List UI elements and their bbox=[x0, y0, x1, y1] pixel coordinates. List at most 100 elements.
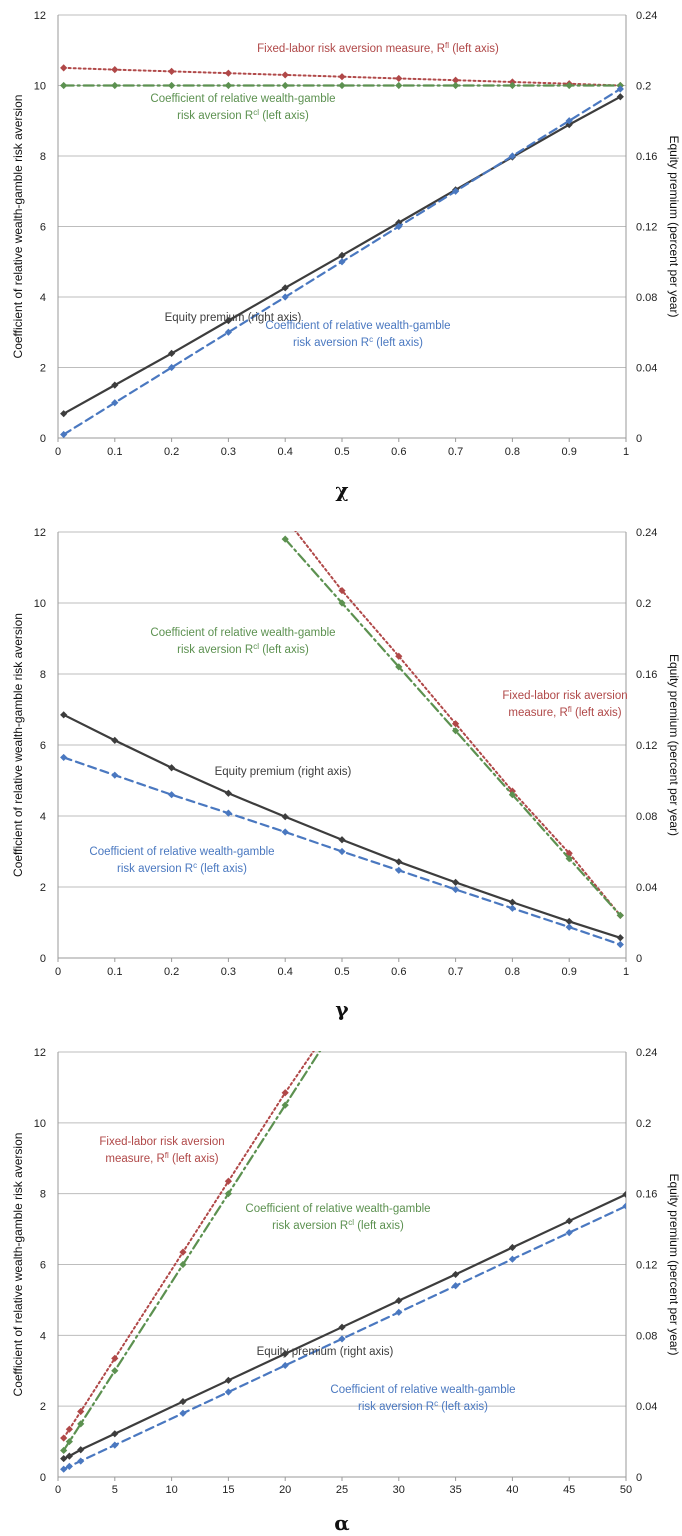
data-point-rfl bbox=[395, 74, 403, 83]
data-point-rfl bbox=[179, 1248, 187, 1256]
y2-tick-label: 0.16 bbox=[636, 151, 657, 163]
y2-tick-label: 0.04 bbox=[636, 882, 657, 894]
data-point-rfl bbox=[282, 514, 289, 521]
y-tick-label: 12 bbox=[34, 10, 46, 22]
data-point-equity bbox=[338, 836, 346, 844]
data-point-rcl bbox=[111, 1367, 119, 1375]
data-point-rcl bbox=[65, 1437, 73, 1446]
y2-axis-title: Equity premium (percent per year) bbox=[667, 654, 681, 836]
y-tick-label: 12 bbox=[34, 1047, 46, 1059]
x-tick-label: 0.2 bbox=[164, 966, 179, 978]
data-point-rcl bbox=[325, 1034, 332, 1041]
y-tick-label: 0 bbox=[40, 433, 46, 445]
y-tick-label: 12 bbox=[34, 527, 46, 539]
y2-tick-label: 0.16 bbox=[636, 669, 657, 681]
y2-tick-label: 0.12 bbox=[636, 740, 657, 752]
annotation-rcl: Coefficient of relative wealth-gamble ris… bbox=[150, 627, 335, 656]
annotation-rfl: Fixed-labor risk aversion measure, Rfl (… bbox=[257, 41, 499, 56]
x-axis-title: α bbox=[334, 1511, 349, 1535]
data-point-rfl bbox=[224, 1177, 232, 1185]
plot-area bbox=[60, 514, 624, 949]
data-point-rfl bbox=[168, 67, 176, 75]
data-point-rfl bbox=[452, 720, 460, 728]
data-point-rc bbox=[508, 1255, 516, 1263]
data-point-rcl bbox=[338, 81, 346, 90]
y2-tick-label: 0.08 bbox=[636, 811, 657, 823]
x-tick-label: 0.4 bbox=[278, 966, 293, 978]
data-point-rc bbox=[395, 1308, 403, 1316]
data-point-rc bbox=[565, 117, 573, 125]
data-point-equity bbox=[508, 1243, 516, 1252]
data-point-rfl bbox=[111, 66, 119, 74]
y-tick-label: 4 bbox=[40, 292, 46, 304]
data-point-equity bbox=[224, 789, 232, 797]
data-point-rc bbox=[452, 885, 460, 894]
x-tick-label: 0.5 bbox=[334, 446, 349, 458]
data-point-rcl bbox=[508, 791, 516, 799]
data-point-rc bbox=[60, 753, 68, 762]
data-point-rcl bbox=[281, 81, 289, 90]
data-point-rcl bbox=[224, 81, 232, 90]
data-point-equity bbox=[168, 764, 176, 772]
data-point-rc bbox=[60, 1465, 68, 1473]
y-tick-label: 8 bbox=[40, 1189, 46, 1201]
data-point-rfl bbox=[281, 71, 289, 79]
series-line-rcl bbox=[62, 1051, 322, 1452]
data-point-rc bbox=[60, 430, 68, 439]
x-tick-label: 0 bbox=[55, 446, 61, 458]
x-axis-title: γ bbox=[335, 997, 349, 1021]
data-point-rc bbox=[452, 187, 460, 195]
x-tick-label: 0.6 bbox=[391, 966, 406, 978]
data-point-rfl bbox=[224, 69, 232, 77]
y2-tick-label: 0.04 bbox=[636, 363, 657, 375]
data-point-rc bbox=[508, 904, 516, 912]
data-point-rfl bbox=[395, 652, 403, 660]
annotation-rc: Coefficient of relative wealth-gamble ris… bbox=[330, 1384, 515, 1413]
data-point-rc bbox=[281, 1361, 289, 1370]
x-tick-label: 30 bbox=[393, 1484, 405, 1496]
data-point-rcl bbox=[338, 599, 346, 607]
data-point-equity bbox=[616, 93, 624, 101]
annotation-rfl: Fixed-labor risk aversion measure, Rfl (l… bbox=[99, 1136, 224, 1165]
data-point-rcl bbox=[281, 1101, 289, 1109]
y-tick-label: 2 bbox=[40, 882, 46, 894]
x-tick-label: 0.7 bbox=[448, 966, 463, 978]
y2-tick-label: 0.24 bbox=[636, 527, 657, 539]
data-point-equity bbox=[452, 1270, 460, 1279]
data-point-rcl bbox=[60, 1446, 68, 1455]
data-point-equity bbox=[338, 1323, 346, 1331]
x-tick-label: 0.7 bbox=[448, 446, 463, 458]
y2-tick-label: 0.12 bbox=[636, 222, 657, 234]
chart-gamma: 0 2 4 6 8 10 12 0 0.04 0.08 0.12 0.16 0.2 0.24 0 0.1 0.2… bbox=[11, 514, 681, 1021]
y-tick-label: 10 bbox=[34, 598, 46, 610]
data-point-equity bbox=[622, 1190, 626, 1198]
y-tick-label: 6 bbox=[40, 222, 46, 234]
x-axis-title: χ bbox=[335, 478, 348, 502]
data-point-equity bbox=[168, 349, 176, 357]
data-point-rc bbox=[224, 1388, 232, 1396]
data-point-equity bbox=[224, 317, 232, 325]
plot-area bbox=[60, 64, 624, 439]
y-tick-label: 2 bbox=[40, 363, 46, 375]
data-point-rc bbox=[224, 328, 232, 336]
y2-tick-label: 0.08 bbox=[636, 1330, 657, 1342]
y2-tick-label: 0.2 bbox=[636, 1118, 651, 1130]
x-tick-label: 0 bbox=[55, 1484, 61, 1496]
y-tick-label: 8 bbox=[40, 669, 46, 681]
y-tick-label: 6 bbox=[40, 1260, 46, 1272]
data-point-rcl bbox=[281, 535, 289, 543]
annotation-rfl: Fixed-labor risk aversion measure, Rfl (l… bbox=[502, 690, 627, 719]
annotation-equity: Equity premium (right axis) bbox=[257, 1346, 394, 1358]
data-point-rcl bbox=[508, 81, 516, 90]
data-point-rc bbox=[565, 1229, 573, 1237]
data-point-rfl bbox=[77, 1407, 85, 1416]
series-line-equity bbox=[62, 713, 622, 939]
x-tick-label: 0.3 bbox=[221, 966, 236, 978]
x-tick-label: 0.8 bbox=[505, 446, 520, 458]
data-point-rc bbox=[224, 809, 232, 817]
chart-chi: 0 2 4 6 8 10 12 0 0.04 0.08 0.12 0.16 0.2 0.24 0 0.1 0.2… bbox=[11, 10, 681, 502]
data-point-equity bbox=[60, 711, 68, 719]
data-point-rc bbox=[452, 1282, 460, 1290]
y2-tick-label: 0.08 bbox=[636, 292, 657, 304]
y-axis-title: Coefficient of relative wealth-gamble ri… bbox=[11, 1133, 25, 1397]
